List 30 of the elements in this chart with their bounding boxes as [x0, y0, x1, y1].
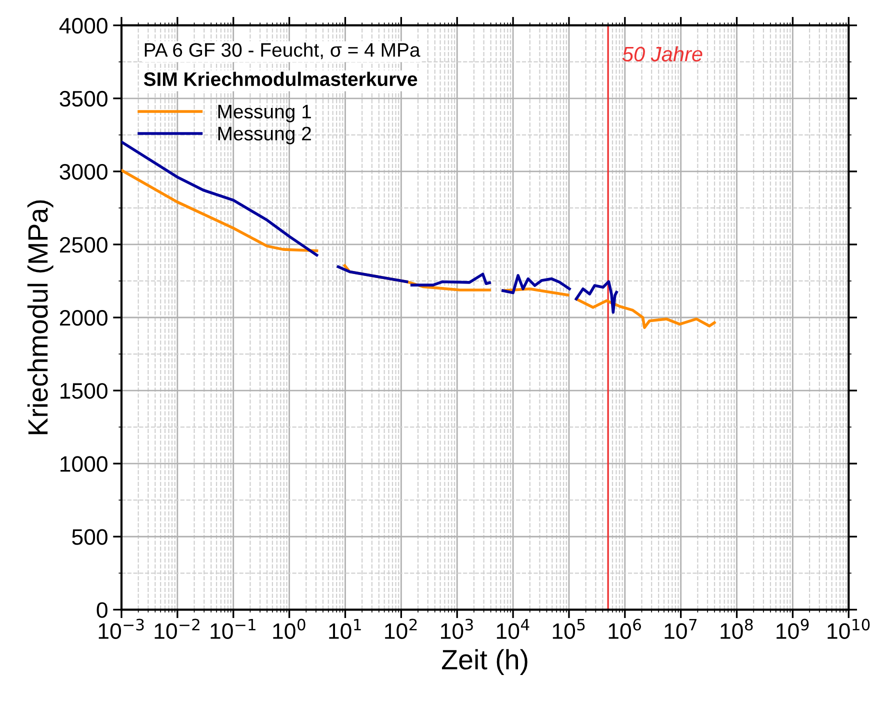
- x-tick-label: 10$^{−1}$: [210, 618, 256, 640]
- legend-label: Messung 2: [218, 126, 311, 144]
- y-tick-label: 3500: [60, 90, 108, 107]
- x-tick-label: 10$^{1}$: [329, 618, 361, 640]
- y-tick-label: 2000: [60, 310, 108, 326]
- x-tick-label: 10$^{−3}$: [98, 618, 144, 640]
- x-tick-label: 10$^{9}$: [776, 618, 809, 640]
- annotation: SIM Kriechmodulmasterkurve: [144, 72, 418, 86]
- x-tick-label: 10$^{10}$: [828, 618, 870, 640]
- y-axis-title: Kriechmodul (MPa): [27, 200, 54, 434]
- x-tick-label: 10$^{7}$: [664, 618, 697, 640]
- annotation: PA 6 GF 30 - Feucht, σ = 4 MPa: [144, 42, 420, 60]
- x-tick-label: 10$^{6}$: [608, 618, 641, 640]
- y-tick-label: 0: [96, 602, 108, 618]
- y-tick-label: 500: [72, 529, 108, 545]
- y-tick-label: 3000: [60, 164, 108, 180]
- x-tick-label: 10$^{0}$: [273, 618, 306, 640]
- x-tick-label: 10$^{8}$: [720, 618, 753, 640]
- y-tick-label: 1500: [60, 383, 108, 399]
- legend-label: Messung 1: [218, 104, 311, 122]
- ref-line-label: 50 Jahre: [622, 46, 702, 62]
- x-tick-label: 10$^{2}$: [385, 618, 417, 640]
- x-tick-label: 10$^{−2}$: [154, 618, 200, 640]
- x-tick-label: 10$^{5}$: [552, 618, 585, 640]
- y-tick-label: 2500: [60, 237, 108, 253]
- y-tick-label: 4000: [59, 18, 108, 34]
- x-axis-title: Zeit (h): [442, 649, 528, 676]
- y-tick-label: 1000: [60, 456, 108, 472]
- x-tick-label: 10$^{3}$: [441, 618, 473, 640]
- x-tick-label: 10$^{4}$: [496, 618, 530, 640]
